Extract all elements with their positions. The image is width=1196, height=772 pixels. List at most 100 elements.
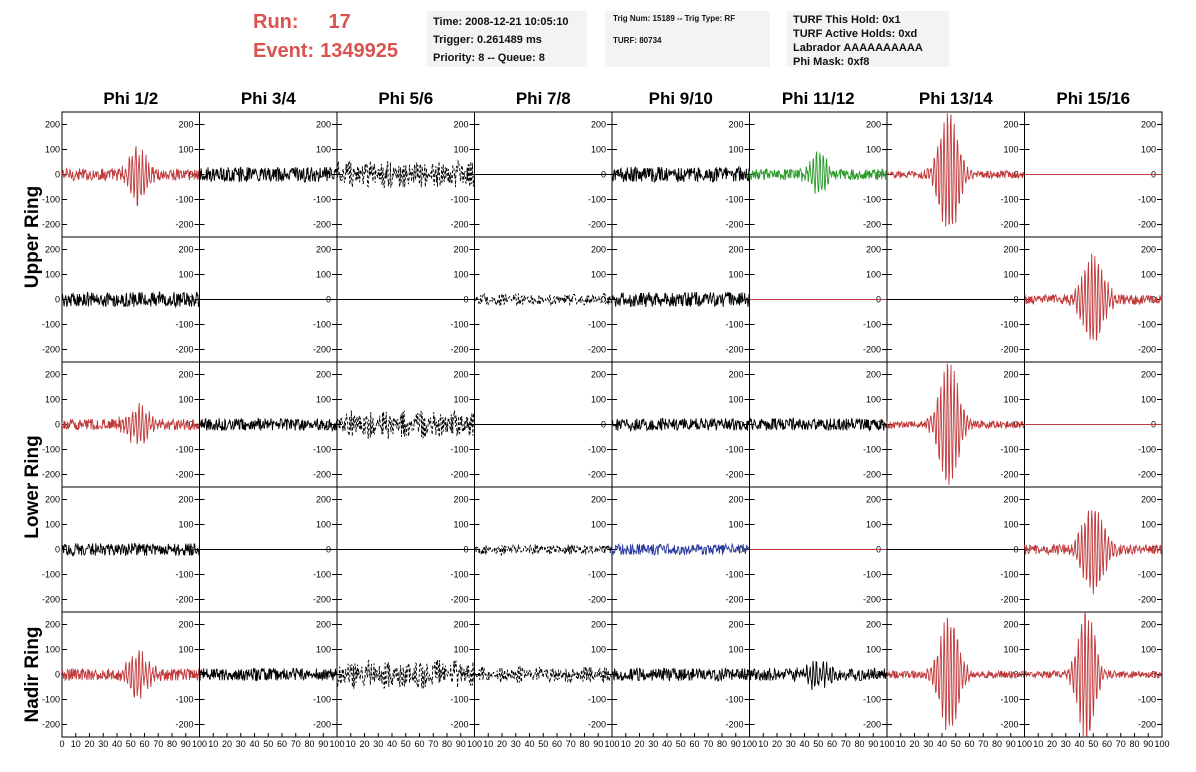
y-tick-label: 0 bbox=[1013, 420, 1018, 430]
y-tick-label: 0 bbox=[601, 545, 606, 555]
x-tick-label: 70 bbox=[978, 739, 988, 749]
x-tick-label: 20 bbox=[359, 739, 369, 749]
waveform-trace bbox=[61, 402, 200, 445]
x-tick-label: 90 bbox=[1006, 739, 1016, 749]
y-tick-label: 100 bbox=[1141, 270, 1156, 280]
ring-label: Upper Ring bbox=[22, 186, 43, 288]
x-tick-label: 70 bbox=[1116, 739, 1126, 749]
y-tick-label: -200 bbox=[863, 720, 881, 730]
trigger-text: Trigger: 0.261489 ms bbox=[433, 34, 542, 46]
y-tick-label: -100 bbox=[588, 445, 606, 455]
x-tick-label: 50 bbox=[951, 739, 961, 749]
y-tick-label: 100 bbox=[178, 520, 193, 530]
y-tick-label: 100 bbox=[45, 145, 60, 155]
y-tick-label: 100 bbox=[1003, 145, 1018, 155]
x-tick-label: 20 bbox=[222, 739, 232, 749]
y-tick-label: -100 bbox=[42, 445, 60, 455]
y-tick-label: -100 bbox=[450, 445, 468, 455]
y-tick-label: -100 bbox=[725, 570, 743, 580]
y-tick-label: 200 bbox=[866, 120, 881, 130]
y-tick-label: 100 bbox=[453, 270, 468, 280]
y-tick-label: 200 bbox=[178, 120, 193, 130]
x-tick-label: 0 bbox=[59, 739, 64, 749]
y-tick-label: 200 bbox=[728, 620, 743, 630]
y-tick-label: 200 bbox=[866, 370, 881, 380]
y-tick-label: 100 bbox=[45, 395, 60, 405]
y-tick-label: -100 bbox=[863, 445, 881, 455]
x-tick-label: 30 bbox=[98, 739, 108, 749]
y-tick-label: -100 bbox=[1000, 195, 1018, 205]
x-tick-label: 50 bbox=[538, 739, 548, 749]
waveform-trace bbox=[474, 665, 613, 684]
y-tick-label: 200 bbox=[453, 245, 468, 255]
x-tick-label: 60 bbox=[689, 739, 699, 749]
y-tick-label: -200 bbox=[1138, 220, 1156, 230]
turf-active-text: TURF Active Holds: 0xd bbox=[793, 28, 918, 40]
y-tick-label: -200 bbox=[42, 345, 60, 355]
x-tick-label: 60 bbox=[139, 739, 149, 749]
y-tick-label: -100 bbox=[725, 695, 743, 705]
x-tick-label: 60 bbox=[827, 739, 837, 749]
y-tick-label: -200 bbox=[42, 720, 60, 730]
y-tick-label: 200 bbox=[178, 245, 193, 255]
column-header: Phi 3/4 bbox=[241, 89, 296, 108]
y-tick-label: -200 bbox=[863, 470, 881, 480]
column-header: Phi 7/8 bbox=[516, 89, 571, 108]
y-tick-label: 0 bbox=[463, 420, 468, 430]
y-tick-label: 100 bbox=[728, 395, 743, 405]
y-tick-label: 200 bbox=[453, 620, 468, 630]
y-tick-label: 200 bbox=[178, 495, 193, 505]
y-tick-label: 100 bbox=[178, 645, 193, 655]
y-tick-label: 200 bbox=[728, 495, 743, 505]
waveform-trace bbox=[886, 363, 1025, 485]
y-tick-label: 100 bbox=[178, 145, 193, 155]
x-tick-label: 80 bbox=[717, 739, 727, 749]
y-tick-label: -100 bbox=[313, 570, 331, 580]
x-tick-label: 70 bbox=[428, 739, 438, 749]
y-tick-label: -200 bbox=[725, 595, 743, 605]
y-tick-label: 200 bbox=[591, 370, 606, 380]
x-tick-label: 50 bbox=[263, 739, 273, 749]
x-tick-label: 30 bbox=[511, 739, 521, 749]
event-value: 1349925 bbox=[320, 40, 398, 62]
trigger-info-box: Trig Num: 15189 -- Trig Type: RF TURF: 8… bbox=[605, 11, 770, 67]
y-tick-label: 200 bbox=[728, 120, 743, 130]
y-tick-label: 100 bbox=[591, 270, 606, 280]
y-tick-label: 100 bbox=[1003, 270, 1018, 280]
y-tick-label: 100 bbox=[866, 395, 881, 405]
y-tick-label: -100 bbox=[725, 195, 743, 205]
x-tick-label: 30 bbox=[786, 739, 796, 749]
y-tick-label: -200 bbox=[588, 470, 606, 480]
y-tick-label: -100 bbox=[175, 570, 193, 580]
waveform-trace bbox=[1024, 253, 1163, 341]
x-tick-label: 90 bbox=[318, 739, 328, 749]
x-tick-label: 20 bbox=[909, 739, 919, 749]
y-tick-label: 200 bbox=[728, 245, 743, 255]
x-tick-label: 20 bbox=[772, 739, 782, 749]
x-tick-label: 70 bbox=[291, 739, 301, 749]
y-tick-label: -100 bbox=[450, 195, 468, 205]
y-tick-label: -200 bbox=[725, 345, 743, 355]
y-tick-label: 200 bbox=[178, 370, 193, 380]
y-tick-label: 200 bbox=[1141, 120, 1156, 130]
column-header: Phi 11/12 bbox=[782, 89, 855, 108]
x-tick-label: 100 bbox=[467, 739, 482, 749]
waveform-trace bbox=[474, 292, 613, 307]
y-tick-label: 100 bbox=[178, 395, 193, 405]
y-tick-label: -100 bbox=[1138, 445, 1156, 455]
y-tick-label: -200 bbox=[42, 220, 60, 230]
time-info-box: Time: 2008-12-21 10:05:10 Trigger: 0.261… bbox=[427, 11, 587, 67]
x-tick-label: 20 bbox=[634, 739, 644, 749]
x-tick-label: 40 bbox=[1074, 739, 1084, 749]
y-tick-label: 200 bbox=[316, 620, 331, 630]
y-tick-label: 100 bbox=[1141, 645, 1156, 655]
y-tick-label: 200 bbox=[591, 245, 606, 255]
x-tick-label: 70 bbox=[566, 739, 576, 749]
y-tick-label: 100 bbox=[591, 145, 606, 155]
y-tick-label: -100 bbox=[1138, 695, 1156, 705]
y-tick-label: -100 bbox=[175, 320, 193, 330]
y-tick-label: 0 bbox=[188, 295, 193, 305]
x-tick-label: 80 bbox=[1129, 739, 1139, 749]
ring-label: Nadir Ring bbox=[22, 626, 43, 722]
